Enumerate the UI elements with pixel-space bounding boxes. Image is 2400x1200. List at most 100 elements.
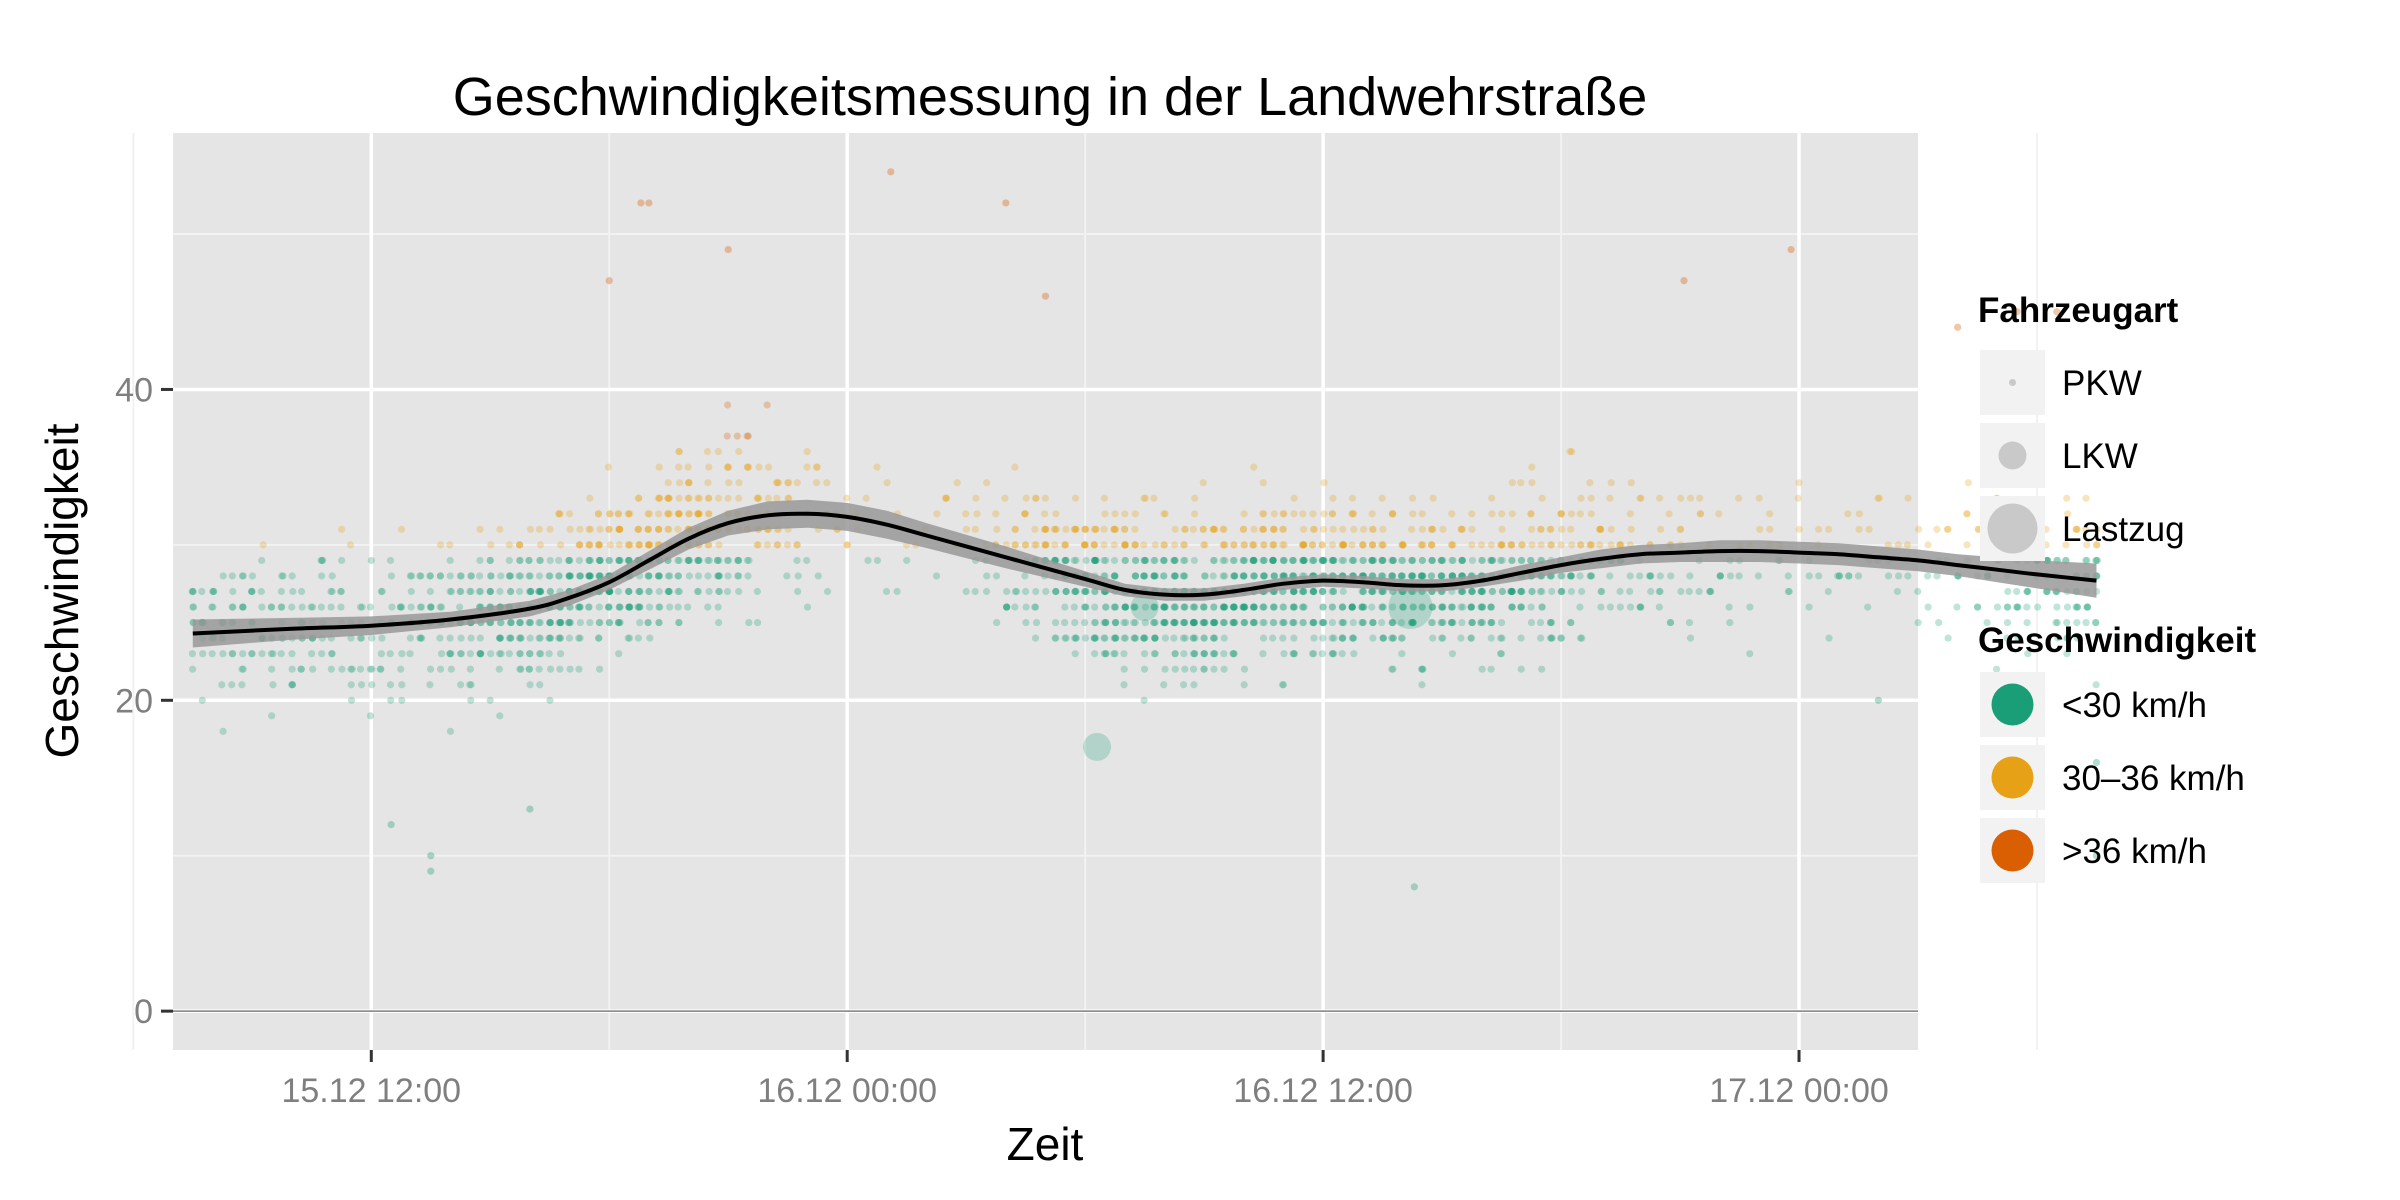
data-point [1191,494,1199,502]
data-point [1110,525,1118,533]
data-point [625,603,633,611]
data-point [754,541,762,549]
data-point [1656,587,1664,596]
major-grid [173,133,1918,1050]
data-point [793,479,801,487]
data-point [188,587,196,596]
data-point [1339,525,1347,533]
data-point [1121,603,1129,611]
data-point [1260,572,1268,580]
data-point [754,494,762,502]
data-point [1547,525,1555,533]
data-point [476,650,484,658]
data-point-outlier [2092,758,2101,767]
data-point [496,525,504,533]
data-point [1102,618,1110,627]
data-point [1378,556,1386,565]
data-point [1090,634,1099,642]
data-point [585,572,593,580]
data-point [1348,603,1357,611]
data-point [1726,618,1734,627]
data-point [2024,587,2032,596]
data-point [1557,510,1565,518]
data-point [1290,634,1298,642]
data-point [406,650,414,658]
data-point [1269,603,1278,611]
data-point [1181,634,1189,642]
data-point [536,634,544,642]
data-point [348,665,356,673]
data-point [594,510,603,518]
data-point [1448,650,1457,658]
data-point [1171,572,1179,580]
data-point [417,572,425,580]
data-point [1766,525,1774,533]
data-point [586,556,594,565]
data-point [715,618,723,627]
data-point [557,650,565,658]
data-point [684,603,692,611]
data-point [1359,587,1367,596]
data-point [1041,541,1049,549]
data-point [1340,556,1348,565]
data-point-outlier [724,245,732,254]
data-point [1191,603,1199,611]
data-point [1230,650,1238,658]
data-point [188,650,196,658]
data-point [1537,541,1545,549]
data-point [536,618,544,627]
data-point [407,603,415,611]
data-point [604,463,612,471]
data-point [1477,618,1485,627]
data-point [585,603,593,611]
data-point [1181,618,1189,627]
data-point [586,572,594,580]
data-point [1507,541,1516,549]
data-point [1051,634,1059,642]
data-point [505,572,514,580]
data-point [1249,556,1257,565]
data-point [1409,556,1417,565]
data-point [1081,603,1090,611]
data-point [1279,634,1287,642]
data-point [1824,587,1832,596]
data-point [704,556,712,565]
data-point [626,541,634,549]
data-point [1328,556,1336,565]
legend-speed-title: Geschwindigkeit [1978,621,2256,660]
data-point [1389,603,1397,611]
data-point [1249,541,1257,549]
data-point [1914,587,1922,596]
data-point [645,510,653,518]
data-point [1120,618,1128,627]
data-point [1290,510,1298,518]
data-point [2092,556,2100,565]
data-point [1290,587,1298,596]
data-point [675,510,683,518]
data-point [1229,603,1237,611]
data-point [1320,479,1328,487]
data-point [1040,510,1049,518]
data-point [527,587,535,596]
data-point [1131,525,1139,533]
data-point [1160,618,1168,627]
data-point [1409,603,1417,611]
data-point [1349,634,1357,642]
data-point [596,541,604,549]
data-point [466,587,474,596]
data-point [1457,587,1465,596]
data-point [337,587,345,596]
data-point [1844,510,1852,518]
data-point [566,572,574,580]
data-point [556,618,565,627]
data-point [1111,634,1119,642]
data-point [1151,556,1159,565]
data-point-outlier [605,277,613,285]
data-point [774,479,783,487]
data-point [517,665,525,673]
data-point [605,556,614,565]
data-point [1120,681,1128,689]
data-point [1467,603,1475,611]
data-point [198,587,206,596]
data-point [1179,681,1188,689]
